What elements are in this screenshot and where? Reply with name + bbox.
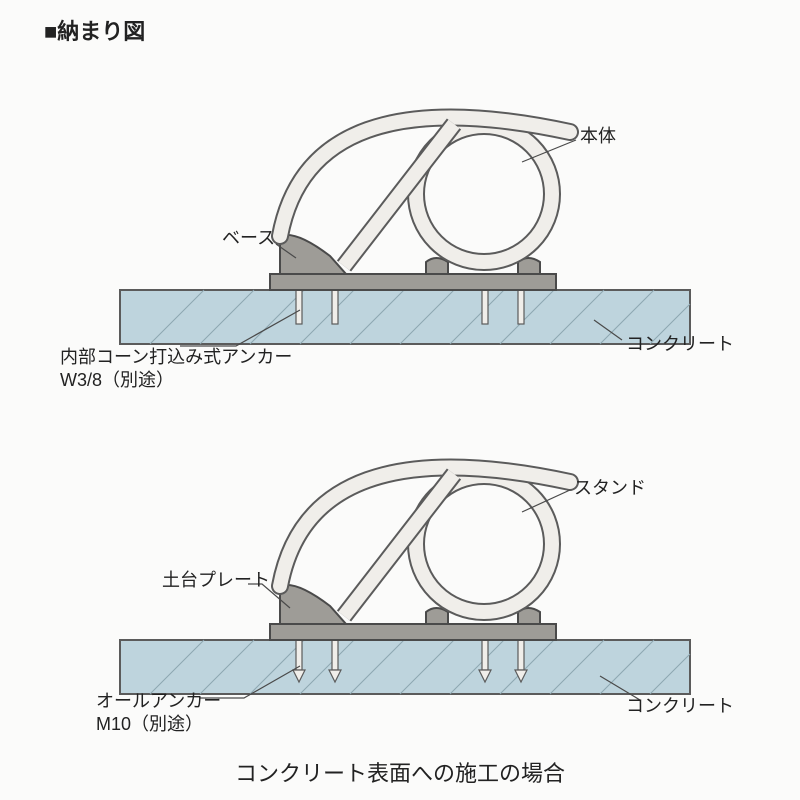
label-anchor-2: オールアンカー M10（別途） — [96, 690, 221, 737]
concrete-slab-2 — [120, 640, 690, 694]
caption: コンクリート表面への施工の場合 — [0, 756, 800, 788]
label-base-plate: 土台プレート — [162, 566, 270, 592]
label-stand: スタンド — [574, 474, 646, 500]
label-base: ベース — [222, 224, 275, 250]
page: ■納まり図 — [0, 0, 800, 800]
concrete-slab — [120, 290, 690, 344]
label-body: 本体 — [580, 122, 616, 148]
label-concrete-2: コンクリート — [626, 692, 734, 718]
